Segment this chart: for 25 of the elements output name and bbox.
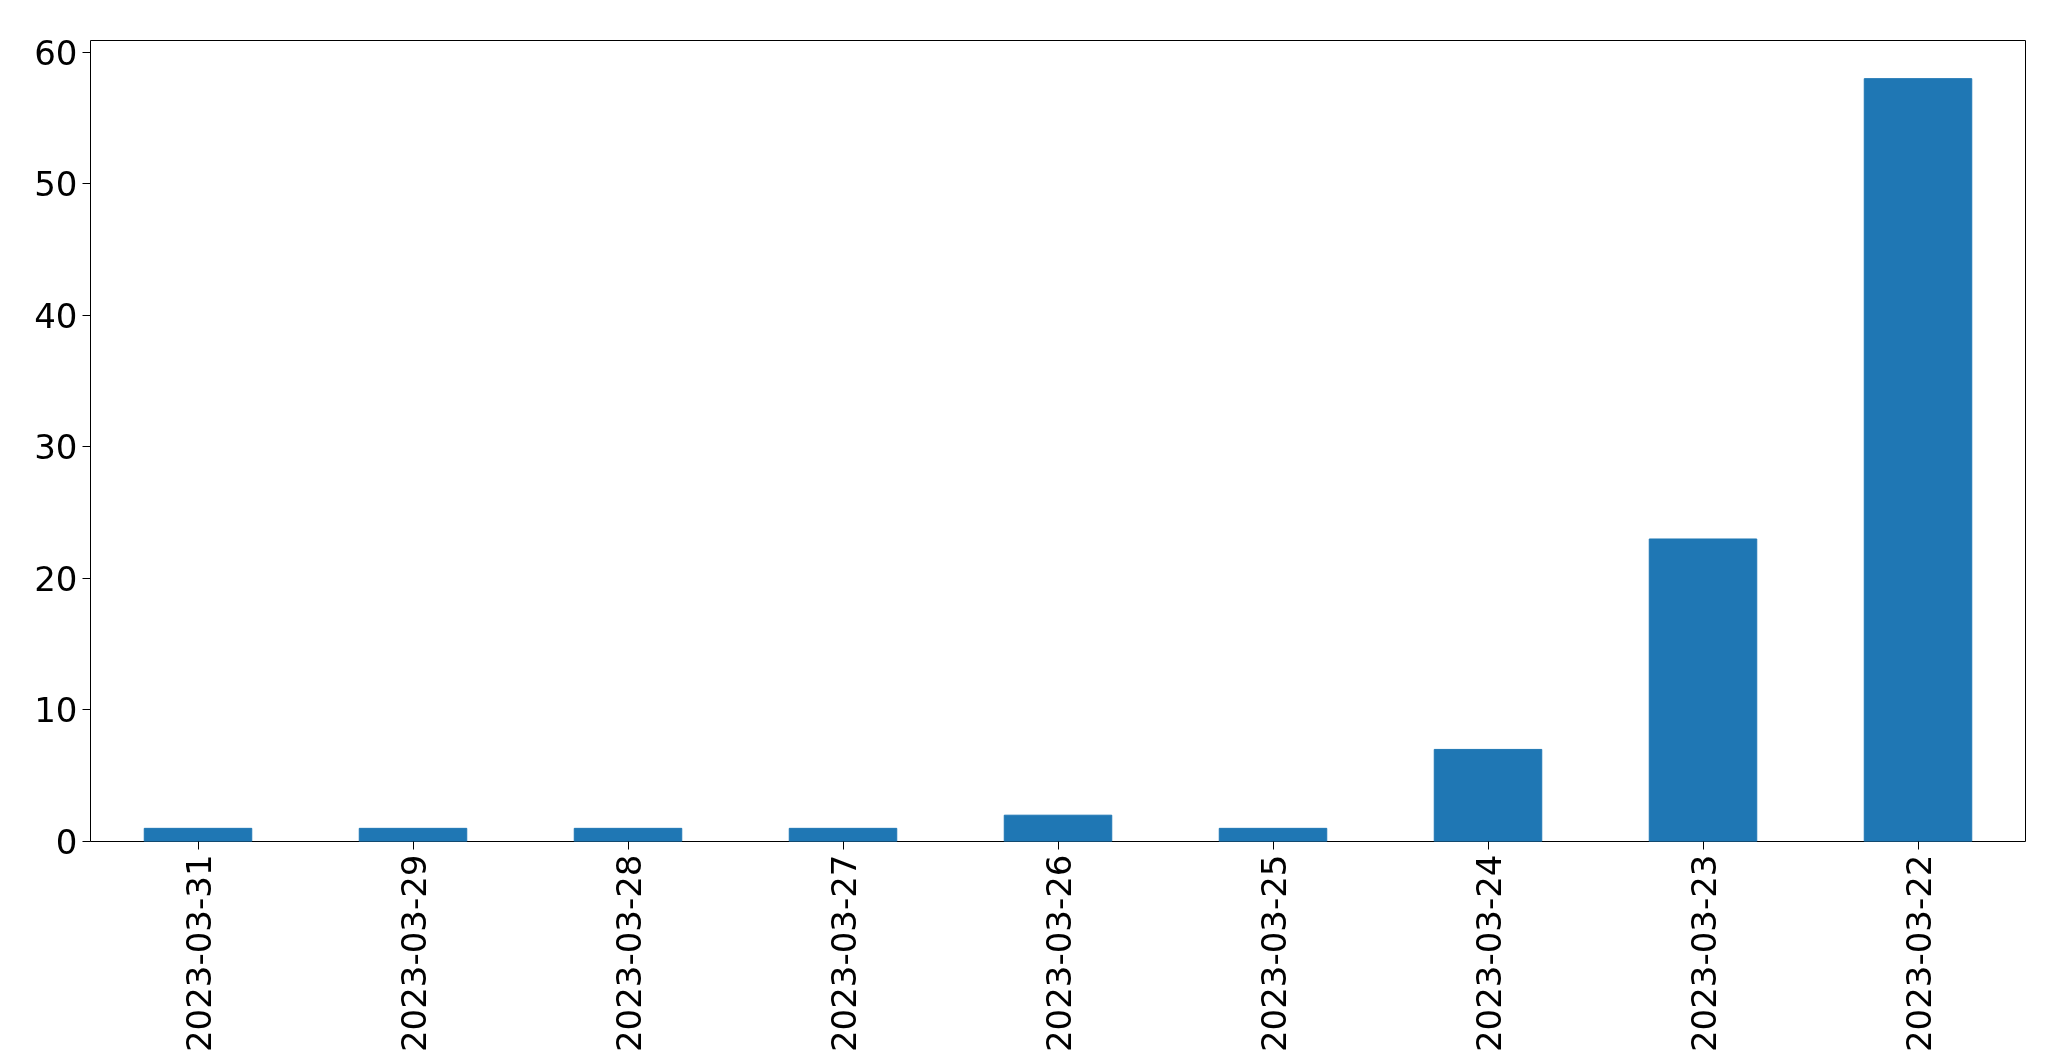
x-tick-label: 2023-03-29 [393, 854, 434, 1053]
x-tick-label: 2023-03-27 [823, 854, 864, 1053]
x-tick-label: 2023-03-31 [178, 854, 219, 1053]
y-tick-label: 30 [34, 427, 78, 468]
x-tick-label: 2023-03-23 [1683, 854, 1724, 1053]
y-tick-label: 60 [34, 32, 78, 73]
bar [1863, 78, 1973, 842]
bar [1433, 748, 1543, 842]
bar [788, 827, 898, 842]
x-tick-label: 2023-03-24 [1468, 854, 1509, 1053]
bar [1648, 538, 1758, 842]
bar [143, 827, 253, 842]
x-tick-label: 2023-03-25 [1253, 854, 1294, 1053]
y-tick-label: 20 [34, 558, 78, 599]
x-tick-label: 2023-03-26 [1038, 854, 1079, 1053]
x-tick-label: 2023-03-22 [1898, 854, 1939, 1053]
y-tick-label: 0 [55, 822, 78, 862]
y-tick-label: 10 [34, 690, 78, 731]
bar [1003, 814, 1113, 842]
bar [573, 827, 683, 842]
bar [1218, 827, 1328, 842]
bar [358, 827, 468, 842]
x-tick-label: 2023-03-28 [608, 854, 649, 1053]
y-tick-label: 40 [34, 295, 78, 336]
y-tick-label: 50 [34, 164, 78, 205]
